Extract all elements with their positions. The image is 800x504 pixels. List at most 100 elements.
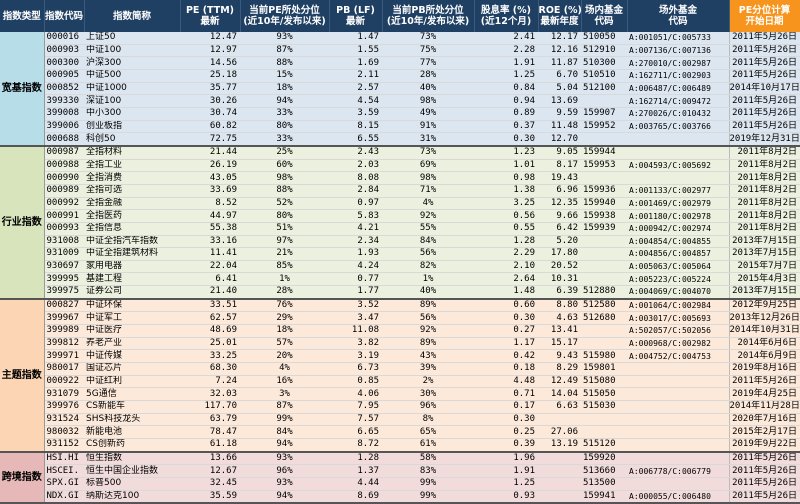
- cell-roe: 19.43: [538, 171, 581, 185]
- cell-pb-lf: 1.69: [329, 56, 382, 70]
- table-header: 指数类型 指数代码 指数简称 PE (TTM) 最新 当前PE所处分位 (近10年/发布以来…: [0, 0, 800, 32]
- cell-etf-code: 159939: [581, 222, 627, 236]
- cell-index-name: 中小300: [84, 107, 180, 121]
- cell-pb-percentile: 8%: [382, 413, 474, 427]
- cell-pb-percentile: 40%: [382, 285, 474, 300]
- cell-index-name: 标普500: [84, 477, 180, 491]
- cell-pe-percentile: 80%: [240, 120, 329, 134]
- table-row: 399995 基建工程 6.41 1% 0.77 1% 2.64 10.31 A:005223/…: [0, 272, 800, 287]
- table-row: 宽基指数 000016 上证50 12.47 93% 1.47 73% 2.41 12.17 51…: [0, 32, 800, 147]
- cell-pe-start-date: 2013年7月15日: [728, 285, 800, 300]
- cell-index-code: 399330: [44, 94, 84, 108]
- header-index-name-line1: 指数简称: [112, 10, 151, 22]
- cell-pe-percentile: 88%: [240, 184, 329, 198]
- cell-roe: 10.31: [538, 272, 581, 287]
- cell-pe-start-date: 2019年4月25日: [728, 387, 800, 402]
- cell-etf-code: 159944: [581, 145, 627, 160]
- cell-dividend-yield: 0.71: [474, 387, 538, 402]
- table-row: 主题指数 000827 中证环保 33.51 76% 3.52 89% 0.60 8.80 512…: [0, 298, 800, 453]
- cell-dividend-yield: 1.48: [474, 285, 538, 300]
- cell-index-name: 上证50: [84, 32, 180, 45]
- cell-pe-percentile: 99%: [240, 413, 329, 427]
- cell-otc-fund-code: [627, 362, 729, 376]
- cell-index-code: 399989: [44, 324, 84, 338]
- cell-index-name: 全指金融: [84, 197, 180, 211]
- cell-otc-fund-code: A:000968/C:002982: [627, 337, 729, 351]
- cell-pe-percentile: 57%: [240, 337, 329, 351]
- cell-roe: 13.69: [538, 94, 581, 108]
- cell-pe-ttm: 78.47: [180, 425, 240, 439]
- cell-etf-code: 159941: [581, 490, 627, 504]
- cell-etf-code: 512880: [581, 285, 627, 300]
- cell-etf-code: [581, 247, 627, 261]
- cell-index-code: 000827: [44, 298, 84, 313]
- cell-etf-code: [581, 171, 627, 185]
- cell-pb-percentile: 83%: [382, 464, 474, 478]
- cell-index-code: 399006: [44, 120, 84, 134]
- cell-roe: 8.17: [538, 159, 581, 173]
- cell-otc-fund-code: A:001180/C:002978: [627, 209, 729, 223]
- cell-pb-lf: 1.47: [329, 32, 382, 45]
- table-row: 000993 全指信息 55.38 51% 4.21 55% 0.55 6.42 159939 A…: [0, 222, 800, 236]
- cell-pe-start-date: 2011年8月2日: [728, 184, 800, 198]
- cell-otc-fund-code: A:162711/C:002903: [627, 69, 729, 83]
- cell-index-name: 纳斯达克100: [84, 490, 180, 504]
- cell-pe-ttm: 62.57: [180, 311, 240, 326]
- cell-pe-percentile: 94%: [240, 94, 329, 108]
- cell-pe-start-date: 2011年8月2日: [728, 159, 800, 173]
- cell-index-name: 全指可选: [84, 184, 180, 198]
- cell-etf-code: 515030: [581, 400, 627, 414]
- cell-pe-percentile: 80%: [240, 209, 329, 223]
- header-pe-percentile-line2: (近10年/发布以来): [243, 16, 326, 27]
- cell-roe: 5.20: [538, 235, 581, 249]
- cell-index-code: 931152: [44, 438, 84, 453]
- cell-pe-start-date: 2011年5月26日: [728, 107, 800, 121]
- cell-pe-start-date: 2014年6月6日: [728, 337, 800, 351]
- table-row: 000988 全指工业 26.19 60% 2.03 69% 1.01 8.17 159953 A…: [0, 159, 800, 173]
- cell-pb-lf: 8.15: [329, 120, 382, 134]
- table-row: 980017 国证芯片 68.30 4% 6.73 39% 0.18 8.29 159801 20…: [0, 362, 800, 376]
- cell-pb-percentile: 2%: [382, 375, 474, 389]
- cell-pe-ttm: 117.70: [180, 400, 240, 414]
- table-row: 980032 新能电池 78.47 84% 6.65 65% 0.25 27.06 2015年2…: [0, 425, 800, 439]
- cell-roe: 6.96: [538, 184, 581, 198]
- table-row: 931079 5G通信 32.03 3% 4.06 30% 0.71 14.04 515050 2…: [0, 387, 800, 402]
- cell-pb-lf: 7.95: [329, 400, 382, 414]
- cell-roe: 15.17: [538, 337, 581, 351]
- cell-roe: 5.04: [538, 82, 581, 96]
- cell-etf-code: 159940: [581, 197, 627, 211]
- cell-pe-start-date: 2011年5月26日: [728, 32, 800, 45]
- cell-roe: 17.80: [538, 247, 581, 261]
- cell-otc-fund-code: A:003765/C:003766: [627, 120, 729, 134]
- header-index-code-line1: 指数代码: [44, 10, 83, 22]
- cell-pe-percentile: 21%: [240, 247, 329, 261]
- cell-pe-start-date: 2011年5月26日: [728, 120, 800, 134]
- cell-pe-ttm: 12.67: [180, 464, 240, 478]
- cell-pb-percentile: 40%: [382, 82, 474, 96]
- cell-pe-start-date: 2011年5月26日: [728, 490, 800, 504]
- cell-pe-percentile: 18%: [240, 82, 329, 96]
- cell-pe-ttm: 48.69: [180, 324, 240, 338]
- cell-pb-percentile: 92%: [382, 324, 474, 338]
- cell-pb-percentile: 73%: [382, 32, 474, 45]
- cell-pb-lf: 8.69: [329, 490, 382, 504]
- cell-etf-code: 510050: [581, 32, 627, 45]
- table-row: 931009 中证全指建筑材料 11.41 21% 1.93 56% 2.29 17.80 A:…: [0, 247, 800, 261]
- cell-pe-ttm: 60.82: [180, 120, 240, 134]
- cell-index-code: 000987: [44, 145, 84, 160]
- cell-dividend-yield: 1.91: [474, 56, 538, 70]
- table-row: 行业指数 000987 全指材料 21.44 25% 2.43 73% 1.23 9.05 159…: [0, 145, 800, 300]
- cell-pe-start-date: 2019年9月22日: [728, 438, 800, 453]
- cell-pe-percentile: 25%: [240, 145, 329, 160]
- cell-dividend-yield: 2.29: [474, 247, 538, 261]
- cell-etf-code: 510510: [581, 69, 627, 83]
- cell-dividend-yield: 0.17: [474, 400, 538, 414]
- table-row: 399967 中证军工 62.57 29% 3.47 56% 0.30 4.63 512680 A…: [0, 311, 800, 326]
- header-index-code: 指数代码: [44, 0, 85, 32]
- cell-pe-ttm: 30.26: [180, 94, 240, 108]
- cell-index-code: 931009: [44, 247, 84, 261]
- cell-index-code: 000016: [44, 32, 84, 45]
- cell-pe-ttm: 26.19: [180, 159, 240, 173]
- cell-otc-fund-code: A:502057/C:502056: [627, 324, 729, 338]
